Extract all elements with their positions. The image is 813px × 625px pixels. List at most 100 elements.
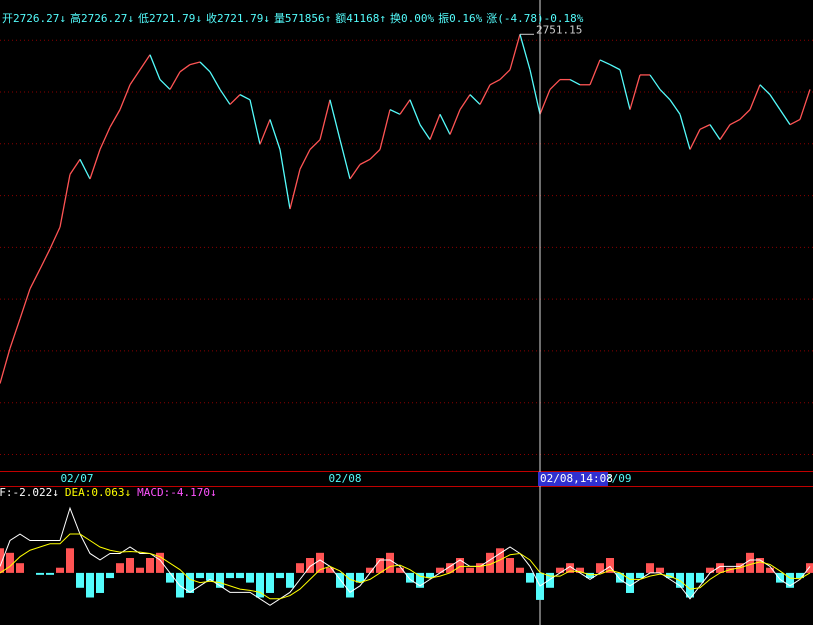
macd-bar: [326, 567, 334, 573]
macd-bar: [376, 558, 384, 573]
price-segment: [319, 99, 331, 140]
macd-bar: [406, 572, 414, 583]
price-segment: [379, 109, 391, 150]
macd-bar: [186, 572, 194, 593]
header-item: 低2721.79↓: [137, 12, 202, 25]
price-segment: [209, 71, 221, 90]
macd-bar: [16, 563, 24, 573]
peak-label: 2751.15: [536, 23, 582, 36]
price-segment: [299, 149, 311, 170]
price-segment: [369, 149, 381, 160]
macd-bar: [116, 563, 124, 573]
macd-bar: [496, 548, 504, 573]
macd-bar: [286, 572, 294, 588]
macd-bar: [446, 563, 454, 573]
macd-bar: [316, 552, 324, 573]
macd-bar: [36, 572, 44, 575]
macd-bar: [666, 572, 674, 579]
macd-bar: [526, 572, 534, 583]
macd-bar: [486, 552, 494, 573]
macd-bar: [126, 558, 134, 573]
price-segment: [619, 69, 631, 110]
macd-bar: [636, 572, 644, 579]
header-item: 换0.00%: [390, 12, 435, 25]
price-segment: [489, 79, 501, 86]
price-segment: [89, 149, 101, 180]
price-segment: [589, 59, 601, 86]
macd-bar: [146, 558, 154, 573]
macd-bar: [466, 567, 474, 573]
price-segment: [569, 79, 581, 86]
macd-bar: [236, 572, 244, 579]
macd-bar: [586, 572, 594, 579]
price-segment: [9, 318, 21, 349]
macd-bar: [566, 563, 574, 573]
macd-bar: [136, 567, 144, 573]
price-segment: [769, 94, 781, 110]
price-segment: [229, 94, 241, 105]
price-segment: [309, 139, 321, 150]
header-item: 高2726.27↓: [69, 12, 134, 25]
price-segment: [349, 164, 361, 180]
price-segment: [79, 159, 91, 180]
macd-bar: [296, 563, 304, 573]
price-segment: [519, 34, 531, 70]
macd-bar: [506, 558, 514, 573]
price-segment: [469, 94, 481, 105]
macd-bar: [516, 567, 524, 573]
price-segment: [739, 109, 751, 120]
price-segment: [49, 226, 61, 250]
price-segment: [279, 149, 291, 210]
macd-bar: [766, 567, 774, 573]
macd-bar: [476, 563, 484, 573]
macd-bar: [456, 558, 464, 573]
price-segment: [399, 99, 411, 115]
price-segment: [709, 124, 721, 141]
price-segment: [39, 248, 51, 270]
macd-line: [0, 506, 811, 606]
macd-bar: [696, 572, 704, 583]
macd-bar: [386, 552, 394, 573]
macd-bar: [196, 572, 204, 579]
price-segment: [799, 89, 811, 120]
macd-bar: [306, 558, 314, 573]
price-segment: [99, 126, 111, 150]
macd-bar: [216, 572, 224, 588]
price-segment: [599, 59, 611, 66]
price-segment: [179, 64, 191, 73]
price-segment: [689, 129, 701, 150]
price-segment: [699, 124, 711, 130]
crosshair-label-box: [538, 472, 608, 486]
price-segment: [789, 118, 801, 126]
price-segment: [259, 119, 271, 145]
macd-bar: [276, 572, 284, 579]
macd-bar: [86, 572, 94, 598]
price-segment: [189, 61, 201, 66]
macd-bar: [546, 572, 554, 588]
price-segment: [149, 54, 161, 80]
macd-bar: [806, 563, 813, 573]
price-segment: [169, 71, 181, 90]
macd-line: [0, 533, 811, 600]
macd-bar: [166, 572, 174, 583]
macd-bar: [356, 572, 364, 583]
price-segment: [679, 114, 691, 150]
price-segment: [729, 118, 741, 126]
price-segment: [159, 79, 171, 90]
price-segment: [129, 69, 141, 86]
header-item: 量571856↑: [273, 12, 332, 25]
macd-bar: [656, 567, 664, 573]
macd-bar: [416, 572, 424, 588]
x-tick-label: 02/08: [328, 472, 361, 485]
macd-bar: [436, 567, 444, 573]
price-segment: [0, 348, 11, 384]
price-segment: [199, 61, 211, 73]
macd-bar: [726, 567, 734, 573]
macd-bar: [206, 572, 214, 581]
price-segment: [269, 119, 281, 150]
price-segment: [759, 84, 771, 96]
header-item: 振0.16%: [438, 12, 483, 25]
macd-bar: [6, 552, 14, 573]
macd-bar: [76, 572, 84, 588]
